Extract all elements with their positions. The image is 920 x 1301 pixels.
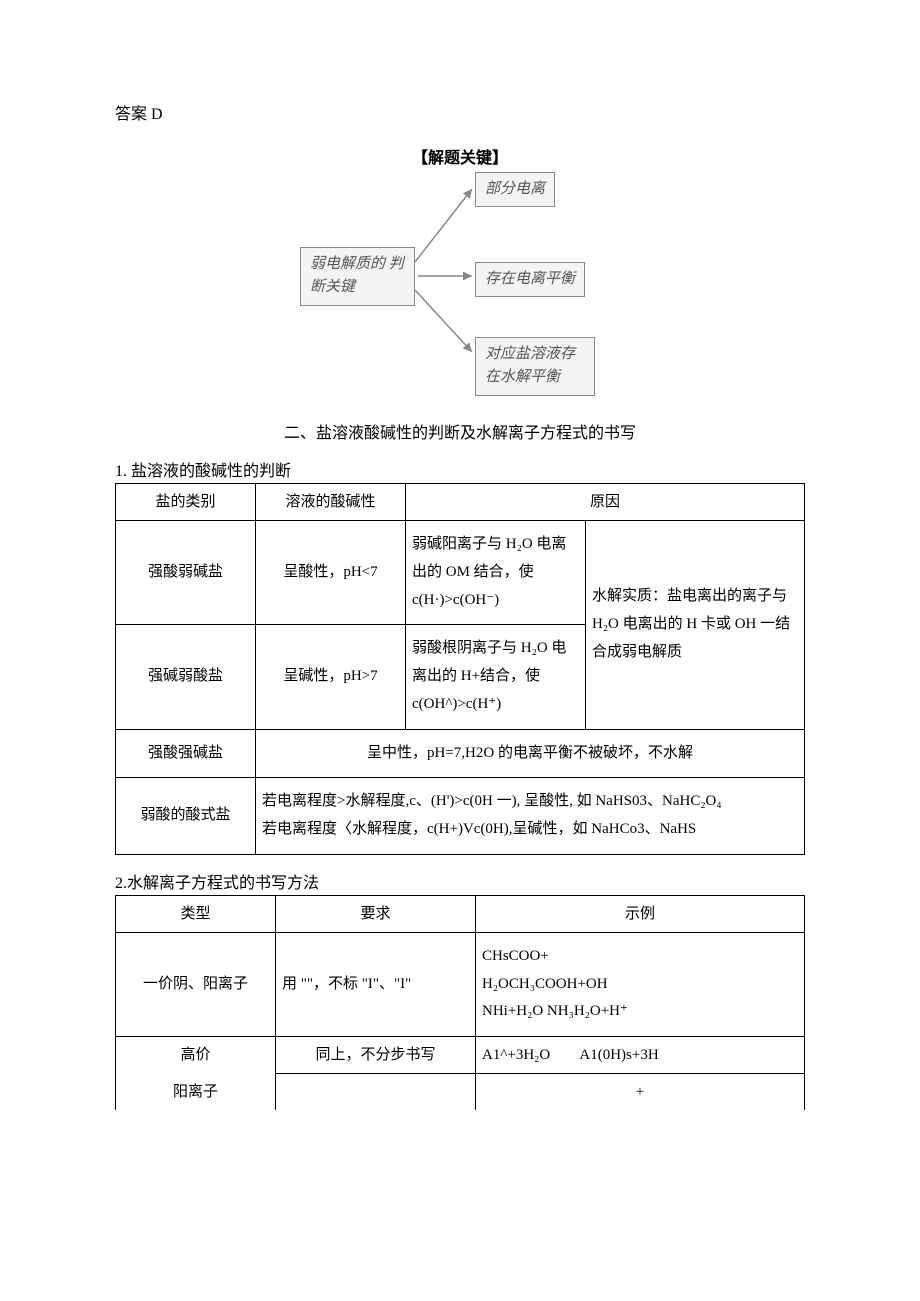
- table-cell: 高价: [116, 1037, 276, 1074]
- table-cell: 用 ""，不标 "I"、"I": [276, 932, 476, 1036]
- table-cell: 弱碱阳离子与 H₂O 电离出的 OM 结合，使 c(H·)>c(OH⁻): [406, 521, 586, 625]
- table-salt-acidity: 盐的类别 溶液的酸碱性 原因 强酸弱碱盐 呈酸性，pH<7 弱碱阳离子与 H₂O…: [115, 483, 805, 855]
- table-cell: +: [476, 1074, 805, 1111]
- table-row: 强酸强碱盐 呈中性，pH=7,H2O 的电离平衡不被破坏，不水解: [116, 729, 805, 778]
- table-cell: A1^+3H₂O A1(0H)s+3H: [476, 1037, 805, 1074]
- table-header: 类型: [116, 895, 276, 932]
- table-cell: 强碱弱酸盐: [116, 625, 256, 729]
- table-cell: 弱酸的酸式盐: [116, 778, 256, 855]
- table-cell: 水解实质：盐电离出的离子与 H₂O 电离出的 H 卡或 OH 一结合成弱电解质: [586, 521, 805, 730]
- subheading-1: 1. 盐溶液的酸碱性的判断: [115, 457, 805, 481]
- table-header: 盐的类别: [116, 484, 256, 521]
- table-cell: 同上，不分步书写: [276, 1037, 476, 1074]
- table-cell: 呈酸性，pH<7: [256, 521, 406, 625]
- page-container: 答案 D 【解题关键】 弱电解质的 判断关键 部分电离 存在电离平衡 对应盐溶液…: [0, 0, 920, 1170]
- table-cell: 强酸弱碱盐: [116, 521, 256, 625]
- table-row: 弱酸的酸式盐 若电离程度>水解程度,c、(H')>c(0H 一), 呈酸性, 如…: [116, 778, 805, 855]
- table-row: 阳离子 +: [116, 1074, 805, 1111]
- table-header: 示例: [476, 895, 805, 932]
- table-header: 要求: [276, 895, 476, 932]
- table-header: 原因: [406, 484, 805, 521]
- diagram-title: 【解题关键】: [115, 144, 805, 168]
- table-cell: 呈碱性，pH>7: [256, 625, 406, 729]
- table-cell: 阳离子: [116, 1074, 276, 1111]
- diagram-arrows: [290, 172, 630, 397]
- subheading-2: 2.水解离子方程式的书写方法: [115, 869, 805, 893]
- table-row: 强酸弱碱盐 呈酸性，pH<7 弱碱阳离子与 H₂O 电离出的 OM 结合，使 c…: [116, 521, 805, 625]
- answer-line: 答案 D: [115, 100, 805, 124]
- table-hydrolysis-equation: 类型 要求 示例 一价阴、阳离子 用 ""，不标 "I"、"I" CHsCOO+…: [115, 895, 805, 1110]
- table-cell: 弱酸根阴离子与 H₂O 电离出的 H+结合，使 c(OH^)>c(H⁺): [406, 625, 586, 729]
- table-row: 盐的类别 溶液的酸碱性 原因: [116, 484, 805, 521]
- section-2-title: 二、盐溶液酸碱性的判断及水解离子方程式的书写: [115, 419, 805, 443]
- table-cell: [276, 1074, 476, 1111]
- table-cell: 强酸强碱盐: [116, 729, 256, 778]
- table-cell: 若电离程度>水解程度,c、(H')>c(0H 一), 呈酸性, 如 NaHS03…: [256, 778, 805, 855]
- table-row: 一价阴、阳离子 用 ""，不标 "I"、"I" CHsCOO+ H₂OCH₃CO…: [116, 932, 805, 1036]
- table-header: 溶液的酸碱性: [256, 484, 406, 521]
- table-cell: 一价阴、阳离子: [116, 932, 276, 1036]
- table-row: 类型 要求 示例: [116, 895, 805, 932]
- concept-diagram: 弱电解质的 判断关键 部分电离 存在电离平衡 对应盐溶液存 在水解平衡: [290, 172, 630, 397]
- table-cell: CHsCOO+ H₂OCH₃COOH+OH NHi+H₂O NH₃H₂O+H⁺: [476, 932, 805, 1036]
- table-cell: 呈中性，pH=7,H2O 的电离平衡不被破坏，不水解: [256, 729, 805, 778]
- table-row: 高价 同上，不分步书写 A1^+3H₂O A1(0H)s+3H: [116, 1037, 805, 1074]
